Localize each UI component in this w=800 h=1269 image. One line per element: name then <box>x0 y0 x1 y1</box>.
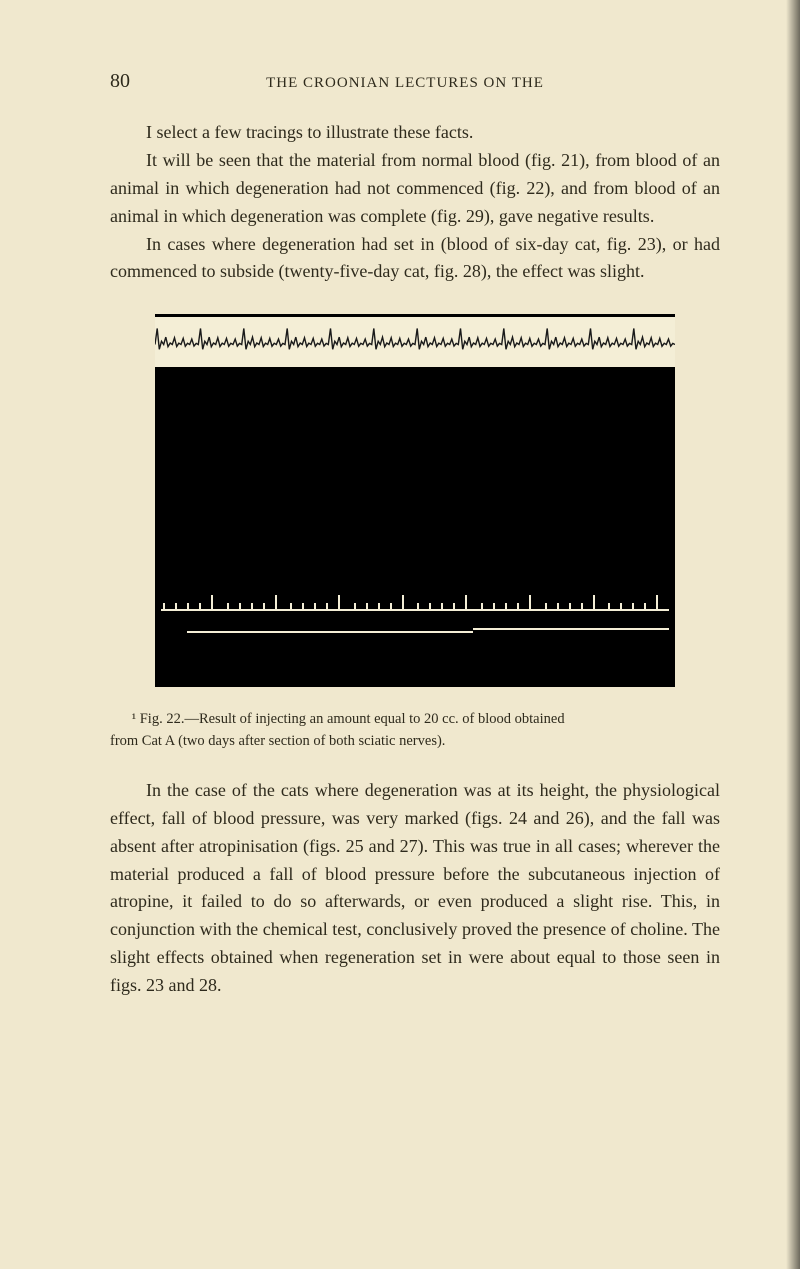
figure-caption-line-2: from Cat A (two days after section of bo… <box>110 733 445 749</box>
page-edge-shadow <box>786 0 800 1269</box>
page-header: 80 THE CROONIAN LECTURES ON THE <box>110 70 720 93</box>
wave-trace-icon <box>155 317 675 367</box>
figure-22 <box>155 314 675 687</box>
paragraph-2: It will be seen that the material from n… <box>110 147 720 231</box>
figure-tick-row <box>155 593 675 611</box>
paragraph-4: In the case of the cats where degenerati… <box>110 777 720 1000</box>
page-number: 80 <box>110 70 130 93</box>
paragraph-1: I select a few tracings to illustrate th… <box>110 119 720 147</box>
figure-wave-strip <box>155 317 675 367</box>
page: 80 THE CROONIAN LECTURES ON THE I select… <box>0 0 800 1060</box>
figure-black-panel <box>155 367 675 687</box>
figure-caption: ¹ Fig. 22.—Result of injecting an amount… <box>110 709 720 753</box>
paragraph-3: In cases where degeneration had set in (… <box>110 231 720 287</box>
running-head: THE CROONIAN LECTURES ON THE <box>130 75 720 92</box>
figure-caption-line-1: ¹ Fig. 22.—Result of injecting an amount… <box>110 709 720 731</box>
